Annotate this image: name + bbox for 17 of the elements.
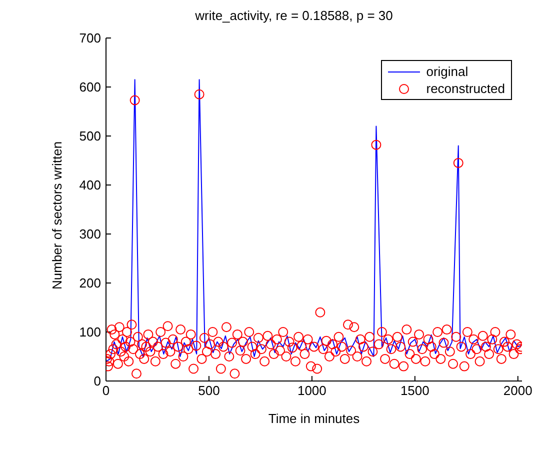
chart-title: write_activity, re = 0.18588, p = 30 xyxy=(194,8,394,23)
x-tick-label: 1000 xyxy=(297,383,326,398)
y-tick-label: 100 xyxy=(79,324,101,340)
y-tick-label: 700 xyxy=(79,30,101,46)
y-tick-label: 500 xyxy=(79,128,101,144)
y-tick-label: 600 xyxy=(79,80,101,95)
x-tick-label: 2000 xyxy=(503,383,532,398)
x-tick-label: 1500 xyxy=(400,383,430,398)
y-tick-label: 200 xyxy=(79,276,101,291)
y-tick-label: 0 xyxy=(94,374,101,389)
y-tick-label: 400 xyxy=(79,178,101,193)
legend-label: original xyxy=(426,63,468,80)
legend-label: reconstructed xyxy=(426,80,505,97)
x-tick-label: 500 xyxy=(198,383,220,398)
x-axis-title: Time in minutes xyxy=(268,411,360,426)
y-axis-title: Number of sectors written xyxy=(50,141,65,290)
y-tick-label: 300 xyxy=(79,226,101,242)
